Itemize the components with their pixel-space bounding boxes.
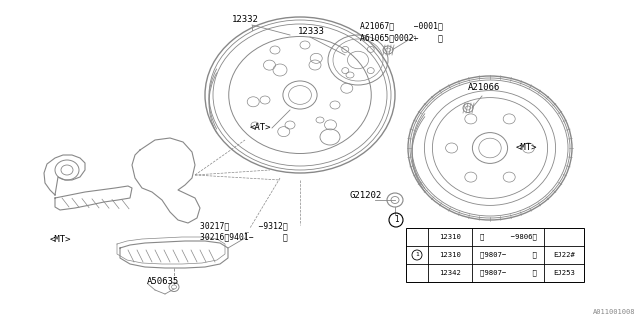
- Text: 12310: 12310: [439, 252, 461, 258]
- Text: EJ253: EJ253: [553, 270, 575, 276]
- Text: 30216（9401−      ）: 30216（9401− ）: [200, 233, 288, 242]
- Text: 30217（      −9312）: 30217（ −9312）: [200, 221, 288, 230]
- Text: G21202: G21202: [350, 191, 382, 201]
- Text: <MT>: <MT>: [516, 143, 538, 153]
- Text: EJ22#: EJ22#: [553, 252, 575, 258]
- Text: （9807−      ）: （9807− ）: [479, 270, 536, 276]
- Text: A21067（    −0001）: A21067（ −0001）: [360, 21, 443, 30]
- Text: （      −9806）: （ −9806）: [479, 234, 536, 240]
- Text: <MT>: <MT>: [50, 236, 72, 244]
- Text: （9807−      ）: （9807− ）: [479, 252, 536, 258]
- Text: 12310: 12310: [439, 234, 461, 240]
- Text: 12333: 12333: [298, 28, 325, 36]
- Text: A50635: A50635: [147, 277, 179, 286]
- Text: A011001008: A011001008: [593, 309, 635, 315]
- Text: 1: 1: [394, 215, 398, 225]
- Text: A21066: A21066: [468, 84, 500, 92]
- Text: <AT>: <AT>: [250, 124, 271, 132]
- Bar: [406, 228, 584, 282]
- Text: 12342: 12342: [439, 270, 461, 276]
- Text: 1: 1: [415, 252, 419, 258]
- Text: 12332: 12332: [232, 15, 259, 25]
- Text: A61065（0002−    ）: A61065（0002− ）: [360, 34, 443, 43]
